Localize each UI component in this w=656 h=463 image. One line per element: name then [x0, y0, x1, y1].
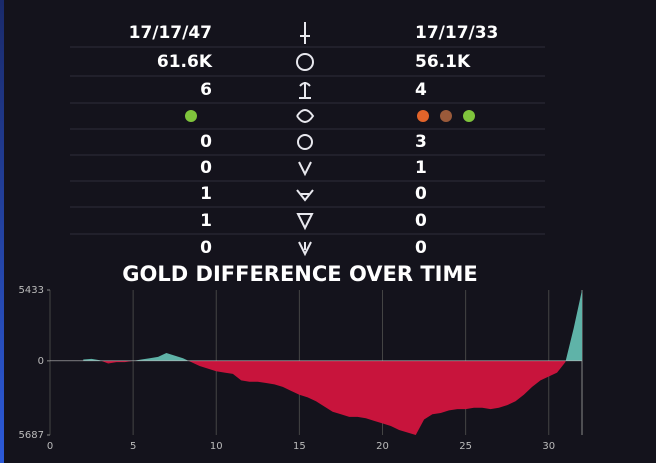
dragon-soul: [463, 110, 475, 122]
right-stat: 17/17/33: [415, 23, 498, 43]
x-tick-label: 20: [376, 441, 389, 452]
y-tick-label: 5687: [19, 430, 44, 441]
gold-icon: [296, 53, 314, 71]
right-stat: 56.1K: [415, 52, 471, 72]
grub-icon: [298, 161, 312, 177]
right-stat: 1: [415, 158, 427, 178]
dragon-soul: [440, 110, 452, 122]
atakhan-icon: [298, 241, 312, 257]
x-tick-label: 25: [459, 441, 472, 452]
x-tick-label: 30: [542, 441, 555, 452]
dragon-icon: [296, 109, 315, 123]
left-stat: 1: [200, 211, 212, 231]
edge-glow: [0, 0, 4, 463]
right-stat: 4: [415, 80, 427, 100]
tower-icon: [299, 82, 311, 99]
y-tick-label: 5433: [19, 285, 44, 296]
x-tick-label: 10: [210, 441, 223, 452]
y-tick-label: 0: [38, 356, 44, 367]
herald-icon: [297, 134, 313, 150]
baron-icon: [296, 189, 314, 202]
dragon-soul: [185, 110, 197, 122]
left-stat: 61.6K: [157, 52, 213, 72]
stat-icons: [185, 22, 475, 257]
right-stat: 0: [415, 211, 427, 231]
right-stat: 0: [415, 184, 427, 204]
left-stat: 0: [200, 238, 212, 258]
left-stat: 0: [200, 132, 212, 152]
dragon-soul: [417, 110, 429, 122]
right-stat: 3: [415, 132, 427, 152]
left-stat: 17/17/47: [129, 23, 212, 43]
x-tick-label: 15: [293, 441, 306, 452]
kda-icon: [300, 22, 310, 44]
x-tick-label: 5: [130, 441, 136, 452]
elder-icon: [296, 213, 314, 231]
gold-area: [83, 290, 582, 435]
x-tick-label: 0: [47, 441, 53, 452]
left-stat: 1: [200, 184, 212, 204]
left-stat: 0: [200, 158, 212, 178]
left-stat: 6: [200, 80, 212, 100]
right-stat: 0: [415, 238, 427, 258]
chart-title: GOLD DIFFERENCE OVER TIME: [122, 262, 477, 286]
